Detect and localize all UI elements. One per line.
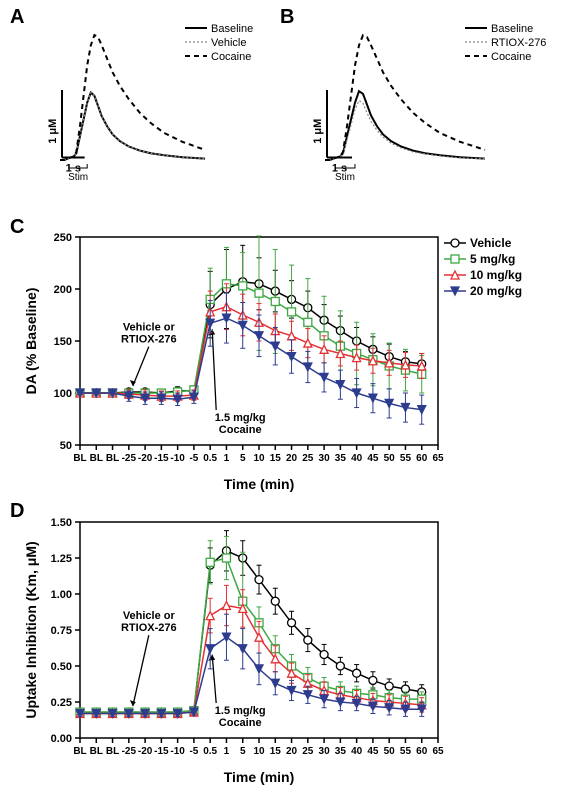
svg-text:1 μM: 1 μM [47, 119, 59, 144]
svg-text:25: 25 [302, 453, 314, 464]
svg-text:10: 10 [253, 453, 265, 464]
svg-text:45: 45 [367, 453, 379, 464]
svg-text:35: 35 [335, 453, 347, 464]
svg-text:65: 65 [432, 746, 444, 757]
svg-text:Stim: Stim [335, 172, 355, 183]
svg-text:Vehicle: Vehicle [211, 37, 246, 49]
svg-text:10: 10 [253, 746, 265, 757]
panel-a-trace: 1 μM1 sStimBaselineVehicleCocaine [30, 10, 275, 205]
svg-text:-20: -20 [138, 746, 153, 757]
svg-text:Time (min): Time (min) [224, 769, 295, 785]
svg-text:Vehicle or: Vehicle or [123, 610, 176, 622]
svg-text:10 mg/kg: 10 mg/kg [470, 268, 522, 282]
svg-text:BL: BL [106, 453, 119, 464]
svg-text:1.5 mg/kg: 1.5 mg/kg [215, 705, 266, 717]
svg-text:-15: -15 [154, 746, 169, 757]
svg-text:BL: BL [73, 746, 86, 757]
svg-text:100: 100 [54, 388, 72, 400]
svg-text:-10: -10 [170, 453, 185, 464]
svg-text:-20: -20 [138, 453, 153, 464]
svg-text:55: 55 [400, 746, 412, 757]
svg-text:50: 50 [384, 453, 396, 464]
svg-text:50: 50 [60, 440, 72, 452]
svg-text:1.25: 1.25 [51, 553, 72, 565]
svg-text:1.5 mg/kg: 1.5 mg/kg [215, 412, 266, 424]
svg-text:0.5: 0.5 [203, 453, 217, 464]
svg-text:Vehicle: Vehicle [470, 236, 512, 250]
svg-text:BL: BL [73, 453, 86, 464]
svg-text:-10: -10 [170, 746, 185, 757]
svg-text:35: 35 [335, 746, 347, 757]
svg-text:Time (min): Time (min) [224, 476, 295, 492]
svg-text:5: 5 [240, 453, 246, 464]
svg-text:200: 200 [54, 284, 72, 296]
svg-text:Cocaine: Cocaine [219, 717, 262, 729]
svg-text:20: 20 [286, 746, 298, 757]
svg-text:50: 50 [384, 746, 396, 757]
panel-label-a: A [10, 6, 24, 29]
svg-text:20 mg/kg: 20 mg/kg [470, 284, 522, 298]
svg-text:150: 150 [54, 336, 72, 348]
svg-text:20: 20 [286, 453, 298, 464]
svg-text:40: 40 [351, 453, 363, 464]
svg-text:Vehicle or: Vehicle or [123, 322, 176, 334]
svg-text:5 mg/kg: 5 mg/kg [470, 252, 515, 266]
svg-text:1.00: 1.00 [51, 589, 72, 601]
svg-text:1: 1 [224, 453, 230, 464]
svg-text:0.5: 0.5 [203, 746, 217, 757]
panel-b-trace: 1 μM1 sStimBaselineRTIOX-276Cocaine [295, 10, 555, 205]
svg-text:Cocaine: Cocaine [491, 51, 531, 63]
svg-text:BL: BL [106, 746, 119, 757]
svg-text:BL: BL [90, 746, 103, 757]
svg-text:Baseline: Baseline [211, 23, 253, 35]
svg-text:-5: -5 [189, 453, 198, 464]
svg-text:RTIOX-276: RTIOX-276 [121, 334, 177, 346]
svg-text:-25: -25 [122, 453, 137, 464]
svg-text:DA (% Baseline): DA (% Baseline) [23, 288, 39, 395]
svg-text:45: 45 [367, 746, 379, 757]
svg-text:1: 1 [224, 746, 230, 757]
svg-text:30: 30 [319, 746, 331, 757]
panel-c-chart: 50100150200250BLBLBL-25-20-15-10-50.5151… [18, 225, 556, 495]
svg-text:60: 60 [416, 746, 428, 757]
svg-text:250: 250 [54, 232, 72, 244]
svg-text:-15: -15 [154, 453, 169, 464]
svg-text:0.75: 0.75 [51, 625, 72, 637]
svg-text:30: 30 [319, 453, 331, 464]
svg-text:15: 15 [270, 746, 282, 757]
svg-text:Stim: Stim [68, 172, 88, 183]
panel-d-chart: 0.000.250.500.751.001.251.50BLBLBL-25-20… [18, 510, 556, 788]
svg-text:BL: BL [90, 453, 103, 464]
svg-text:-5: -5 [189, 746, 198, 757]
svg-text:-25: -25 [122, 746, 137, 757]
svg-text:RTIOX-276: RTIOX-276 [121, 622, 177, 634]
panel-label-b: B [280, 6, 294, 29]
svg-text:60: 60 [416, 453, 428, 464]
svg-text:RTIOX-276: RTIOX-276 [491, 37, 546, 49]
svg-text:55: 55 [400, 453, 412, 464]
svg-text:Cocaine: Cocaine [211, 51, 251, 63]
svg-text:0.00: 0.00 [51, 733, 72, 745]
svg-text:5: 5 [240, 746, 246, 757]
svg-text:25: 25 [302, 746, 314, 757]
svg-text:0.50: 0.50 [51, 661, 72, 673]
svg-text:Cocaine: Cocaine [219, 424, 262, 436]
svg-text:65: 65 [432, 453, 444, 464]
svg-text:1 μM: 1 μM [312, 119, 324, 144]
svg-text:Uptake Inhibition (Km, μM): Uptake Inhibition (Km, μM) [23, 541, 39, 718]
svg-text:Baseline: Baseline [491, 23, 533, 35]
svg-text:1.50: 1.50 [51, 517, 72, 529]
svg-text:40: 40 [351, 746, 363, 757]
svg-text:0.25: 0.25 [51, 697, 72, 709]
svg-text:15: 15 [270, 453, 282, 464]
